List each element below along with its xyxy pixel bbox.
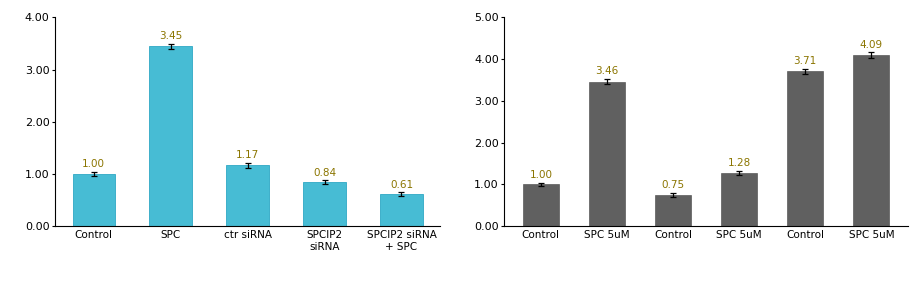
Text: 1.28: 1.28	[727, 158, 751, 168]
Bar	[226, 165, 269, 226]
Text: 3.45: 3.45	[159, 31, 182, 41]
Bar	[523, 184, 559, 226]
Bar	[149, 46, 192, 226]
Text: 0.84: 0.84	[313, 168, 337, 178]
Bar	[304, 182, 346, 226]
Text: 1.00: 1.00	[529, 170, 552, 180]
Text: 4.09: 4.09	[860, 39, 883, 50]
Bar	[787, 71, 823, 226]
Text: 3.71: 3.71	[793, 56, 817, 66]
Bar	[72, 174, 115, 226]
Text: 0.75: 0.75	[661, 180, 685, 190]
Text: 1.17: 1.17	[236, 150, 260, 160]
Bar	[589, 82, 625, 226]
Bar	[381, 194, 423, 226]
Bar	[721, 173, 757, 226]
Bar	[655, 195, 691, 226]
Text: 0.61: 0.61	[390, 180, 413, 190]
Text: 3.46: 3.46	[595, 66, 619, 76]
Bar	[853, 55, 889, 226]
Text: 1.00: 1.00	[83, 159, 105, 169]
